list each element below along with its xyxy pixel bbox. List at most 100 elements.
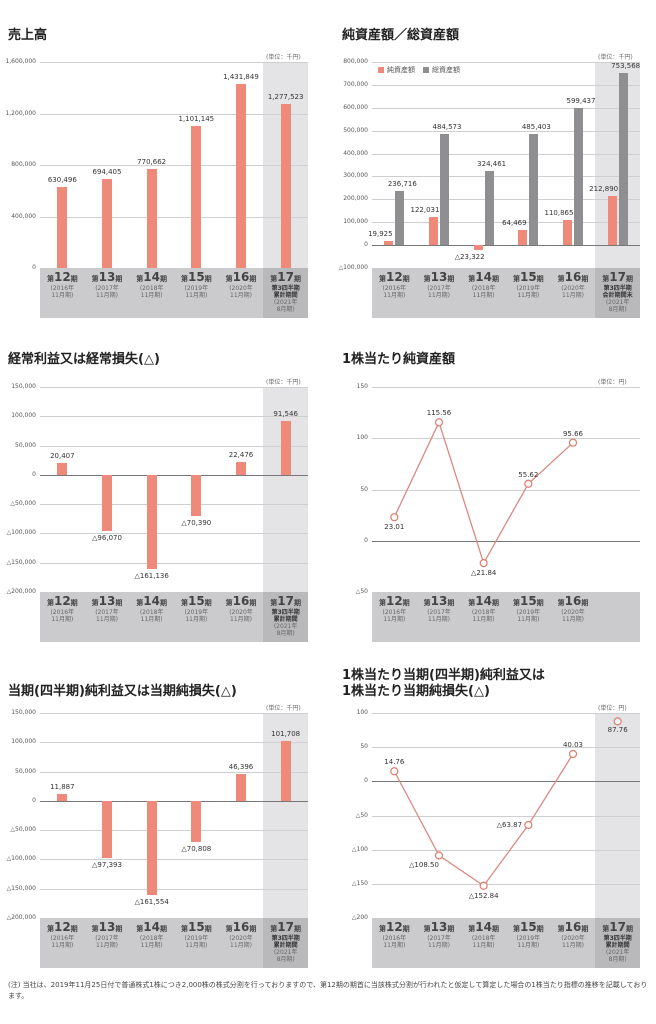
period-num: 13 [430,920,448,934]
unit-label: (単位：円) [598,379,627,386]
gridline [40,562,308,564]
bar-total-assets [484,170,494,246]
value-label: 20,407 [50,451,75,460]
y-tick-label: △200,000 [6,588,36,595]
y-tick-label: △100,000 [6,855,36,863]
period-number: 第14期 [131,921,173,935]
value-label: △21.84 [470,569,497,578]
value-label: △70,390 [181,519,212,528]
period-prefix: 第 [91,275,99,283]
fiscal-month: 11月期) [96,292,118,299]
y-tick-label: 50 [360,485,368,493]
fiscal-year: (2021年 [273,949,298,956]
period-num: 14 [143,920,160,934]
gridline [40,742,308,744]
fiscal-year: (2018年 [471,285,496,292]
value-label: △96,070 [92,534,122,543]
fiscal-year: (2020年 [561,285,585,292]
value-label: △161,554 [134,898,169,907]
period-number: 第16期 [552,921,594,935]
fiscal-month: 11月期) [51,292,74,299]
quarter-label-2: 累計期間 [273,292,298,299]
y-tick-label: 0 [364,536,368,544]
y-tick-label: 1,200,000 [5,109,36,117]
period-num: 16 [232,920,250,934]
quarter-label: 第3四半期 [271,609,300,616]
y-tick-label: 0 [32,796,36,804]
period-number: 第14期 [131,271,173,285]
fiscal-year: (2021年 [273,623,298,630]
period-num: 15 [519,270,537,284]
value-label: 23.01 [384,523,405,532]
value-label: 484,573 [432,123,462,132]
fiscal-month: 11月期) [517,292,540,299]
fiscal-month: 8月期) [608,956,627,963]
fiscal-year: (2019年 [516,285,541,292]
x-category: 第13期 (2017年 11月期) [86,921,128,949]
x-axis-band-highlight [263,268,308,318]
y-tick-label: △50,000 [10,826,36,834]
period-prefix: 第 [270,925,278,933]
fiscal-month: 8月期) [276,630,295,637]
period-suffix: 期 [581,275,589,283]
gridline [372,438,640,440]
y-tick-label: 150 [356,383,368,390]
period-suffix: 期 [249,599,257,607]
bar [57,793,68,801]
fiscal-month: 11月期) [472,942,495,949]
fiscal-year: (2019年 [516,609,541,616]
period-prefix: 第 [91,599,99,607]
period-suffix: 期 [447,925,455,933]
fiscal-year: (2017年 [427,609,451,616]
x-category: 第14期 (2018年 11月期) [131,921,173,949]
fiscal-year: (2016年 [50,285,75,292]
highlight-column [595,62,640,268]
x-category: 第16期 (2020年 11月期) [220,595,262,623]
period-suffix: 期 [447,275,455,283]
gridline [372,84,640,86]
period-num: 17 [609,920,626,934]
x-category: 第16期 (2020年 11月期) [220,921,262,949]
x-category: 第15期 (2019年 11月期) [507,921,549,949]
period-prefix: 第 [468,925,476,933]
period-number: 第17期 [265,595,307,609]
value-label: 324,461 [477,159,507,168]
fiscal-year: (2017年 [95,609,119,616]
period-number: 第16期 [220,271,262,285]
quarter-label-2: 累計期間 [273,616,298,623]
period-num: 13 [430,594,448,608]
period-num: 16 [232,594,250,608]
gridline [372,747,640,749]
x-category: 第14期 (2018年 11月期) [463,595,505,623]
y-tick-label: △100,000 [338,264,368,271]
data-point-marker [390,513,399,522]
data-point-marker [479,559,488,568]
gridline [40,387,308,388]
y-tick-label: △150 [351,879,368,887]
data-point-marker [568,749,578,759]
gridline [372,387,640,388]
fiscal-year: (2021年 [605,949,630,956]
fiscal-month: 11月期) [96,942,118,949]
value-label: △63.87 [496,820,523,829]
x-category: 第17期 第3四半期 累計期間 (2021年 8月期) [265,595,307,637]
y-tick-label: 800,000 [11,161,36,168]
value-label: 770,662 [137,157,167,166]
gridline [372,222,640,224]
period-number: 第16期 [552,595,594,609]
fiscal-month: 11月期) [517,942,540,949]
value-label: 1,431,849 [223,72,259,81]
chart-title-line2: 1株当たり当期純損失(△) [342,684,490,699]
chart-title: 純資産額／総資産額 [342,28,460,43]
fiscal-month: 11月期) [428,942,450,949]
bar [236,773,246,801]
unit-label: (単位：円) [598,705,627,712]
period-prefix: 第 [423,925,431,933]
period-number: 第12期 [373,921,415,935]
unit-label: (単位：千円) [266,379,301,386]
fiscal-year: (2016年 [50,935,75,942]
period-suffix: 期 [204,275,212,283]
period-number: 第12期 [41,271,83,285]
period-num: 16 [564,594,582,608]
